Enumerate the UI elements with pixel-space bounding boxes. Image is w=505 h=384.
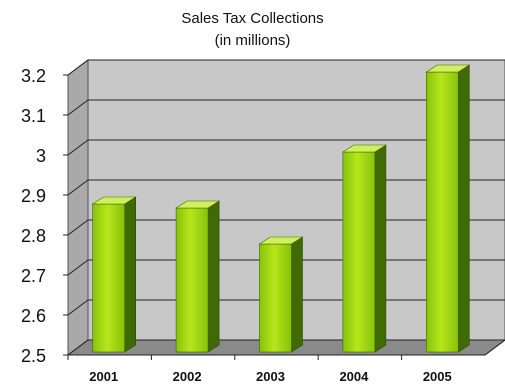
bar-front <box>425 71 459 353</box>
side-wall <box>67 59 89 356</box>
bar-front <box>342 151 376 353</box>
bar-2005 <box>425 64 471 353</box>
bar-2003 <box>258 236 304 353</box>
x-tick-label: 2001 <box>89 369 118 384</box>
y-tick-label: 3.1 <box>21 106 46 126</box>
bar-2002 <box>175 200 221 353</box>
y-axis-tick-labels: 2.5 2.6 2.7 2.8 2.9 3 3.1 3.2 <box>21 66 46 366</box>
x-tick-label: 2002 <box>173 369 202 384</box>
bar-side <box>207 200 220 353</box>
bar-2004 <box>341 144 387 353</box>
x-tick-label: 2005 <box>423 369 452 384</box>
y-tick-label: 3.2 <box>21 66 46 86</box>
x-tick-label: 2003 <box>256 369 285 384</box>
bar-2001 <box>91 196 137 353</box>
bar-front <box>92 203 125 353</box>
y-tick-label: 3 <box>36 146 46 166</box>
y-tick-label: 2.9 <box>21 186 46 206</box>
bar-side <box>374 144 387 353</box>
chart-title: Sales Tax Collections <box>181 10 324 27</box>
gridline <box>67 139 505 156</box>
bar-side <box>457 64 470 353</box>
bar-side <box>291 236 303 353</box>
bar-top <box>91 196 137 205</box>
x-axis-edge <box>484 339 505 356</box>
y-tick-label: 2.6 <box>21 306 46 326</box>
bar-front <box>259 243 292 353</box>
x-axis-tick-labels: 2001 2002 2003 2004 2005 <box>67 355 452 384</box>
x-tick-label: 2004 <box>339 369 369 384</box>
bar-front <box>175 207 209 353</box>
gridline <box>67 59 505 76</box>
gridline <box>67 99 505 116</box>
y-tick-label: 2.8 <box>21 226 46 246</box>
bar-side <box>124 196 136 353</box>
bar-top <box>258 236 304 245</box>
bar-top <box>341 144 387 153</box>
bars <box>91 64 471 353</box>
chart-subtitle: (in millions) <box>214 32 291 49</box>
y-tick-label: 2.5 <box>21 346 46 366</box>
bar-top <box>425 64 471 73</box>
bar-top <box>175 200 221 209</box>
y-tick-label: 2.7 <box>21 266 46 286</box>
chart-title-block: Sales Tax Collections (in millions) <box>0 8 505 52</box>
